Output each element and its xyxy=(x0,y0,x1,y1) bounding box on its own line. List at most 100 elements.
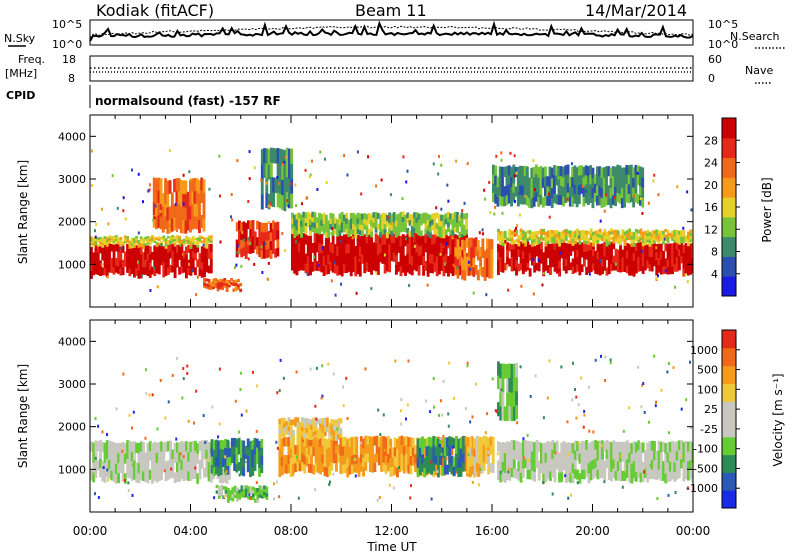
vel-cells-speckle xyxy=(409,496,412,500)
power-cells-cell xyxy=(390,230,394,237)
power-cells-cell xyxy=(428,220,432,227)
power-cells-cell xyxy=(184,270,188,279)
power-cells-cell xyxy=(648,263,652,272)
vel-cells-cell xyxy=(418,447,422,457)
vel-cells-cell xyxy=(436,448,440,459)
power-cells-cell xyxy=(218,278,222,282)
vel-cells-cell xyxy=(398,454,402,464)
vel-cells-speckle xyxy=(255,481,258,485)
vel-cells-cell xyxy=(239,448,243,458)
power-cells-cell xyxy=(524,231,528,236)
power-cells-cell xyxy=(433,218,437,225)
power-cells-cell xyxy=(304,212,308,219)
vel-cells-speckle xyxy=(378,495,381,499)
power-cells-cell xyxy=(586,175,590,186)
power-cells-cell xyxy=(112,244,116,253)
vel-cells-cell xyxy=(610,461,613,472)
power-cells-cell xyxy=(101,240,105,243)
power-cells-cell xyxy=(99,267,102,276)
vel-cells-cell xyxy=(491,463,495,473)
vel-cells-cell xyxy=(212,466,216,477)
power-cells-cell xyxy=(546,242,550,251)
power-cells-cell xyxy=(576,249,580,258)
vel-cells-cell xyxy=(278,433,282,440)
power-cells-cell xyxy=(641,197,645,208)
power-cells-cell xyxy=(646,229,650,234)
power-cells-cell xyxy=(691,235,693,239)
vel-cells-cell xyxy=(499,363,503,379)
power-cells-cell xyxy=(324,231,328,239)
power-cells-cell xyxy=(607,250,611,259)
power-cells-cell xyxy=(555,239,559,244)
power-cells-cell xyxy=(553,242,557,250)
power-cells-cell xyxy=(521,230,525,234)
power-cells-cell xyxy=(137,242,141,246)
power-cells-cell xyxy=(431,224,435,231)
vel-cells-cell xyxy=(92,472,96,483)
power-cells-cell xyxy=(444,218,448,225)
vel-cells-cell xyxy=(323,422,327,428)
power-cells-cell xyxy=(256,220,259,230)
vel-cells-cell xyxy=(226,465,230,475)
vel-cells-cell xyxy=(364,435,368,445)
power-cells-cell xyxy=(205,243,209,247)
vel-cells-cell xyxy=(303,445,307,456)
power-cells-cell xyxy=(117,258,120,267)
power-cells-cell xyxy=(535,262,539,271)
power-cells-cell xyxy=(367,252,371,263)
colorbar-segment xyxy=(722,157,736,178)
vel-cells-cell xyxy=(639,442,643,453)
vel-cells-cell xyxy=(253,446,257,455)
vel-cells-cell xyxy=(231,490,235,495)
power-cells-cell xyxy=(607,166,611,177)
power-cells-cell xyxy=(365,252,369,263)
power-cells-speckle xyxy=(409,271,412,275)
vel-cells-cell xyxy=(244,445,248,455)
vel-cells-cell xyxy=(362,438,365,449)
power-cells-speckle xyxy=(306,272,309,276)
vel-cells-speckle xyxy=(121,449,124,453)
power-cells-cell xyxy=(614,176,617,187)
power-cells-cell xyxy=(530,242,534,247)
vel-cells-cell xyxy=(489,463,493,473)
vel-cells-cell xyxy=(307,463,311,473)
vel-cells-cell xyxy=(251,457,255,468)
vel-cells-cell xyxy=(553,452,557,463)
vel-cells-cell xyxy=(321,432,325,438)
power-cells-cell xyxy=(207,284,211,288)
power-cells-cell xyxy=(367,262,371,273)
power-cells-cell xyxy=(265,231,268,241)
vel-cells-cell xyxy=(515,404,518,420)
power-cells-cell xyxy=(135,239,139,243)
power-cells-cell xyxy=(689,243,693,252)
power-cells-cell xyxy=(600,197,604,208)
power-cells-cell xyxy=(442,232,446,239)
vel-cells-cell xyxy=(194,440,197,451)
power-cells-cell xyxy=(689,229,693,234)
power-cells-cell xyxy=(372,212,376,218)
power-cells-cell xyxy=(544,195,547,206)
power-cells-cell xyxy=(221,279,225,283)
vel-cells-speckle xyxy=(516,421,519,425)
power-cells-cell xyxy=(639,263,643,272)
vel-cells-cell xyxy=(589,451,593,462)
power-cells-cell xyxy=(628,267,632,276)
power-cells-cell xyxy=(283,180,287,196)
power-cells-cell xyxy=(673,242,677,250)
vel-cells-cell xyxy=(292,445,295,456)
power-cells-cell xyxy=(291,251,294,262)
vel-cells-cell xyxy=(596,440,600,451)
power-cells-speckle xyxy=(605,193,608,197)
power-cells-cell xyxy=(304,263,308,274)
power-cells-cell xyxy=(203,253,206,262)
power-cells-speckle xyxy=(504,240,507,244)
power-cells-cell xyxy=(558,231,561,236)
power-cells-cell xyxy=(242,246,246,256)
power-cells-cell xyxy=(153,240,157,243)
vel-cells-cell xyxy=(689,469,693,480)
vel-cells-cell xyxy=(330,444,334,454)
vel-cells-cell xyxy=(221,449,225,459)
vel-cells-cell xyxy=(105,440,109,450)
power-cells-speckle xyxy=(513,174,516,178)
power-cells-cell xyxy=(456,248,460,260)
